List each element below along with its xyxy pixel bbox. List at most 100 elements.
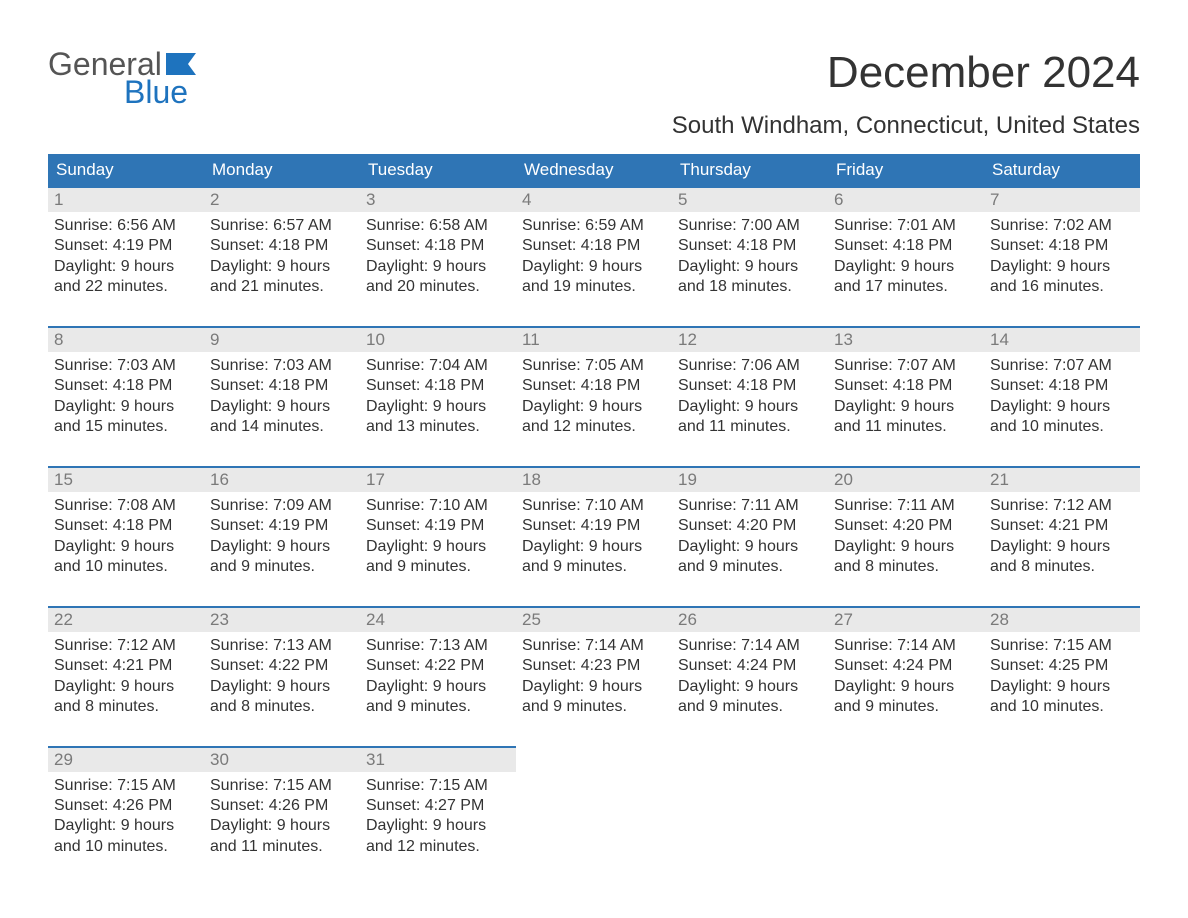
day-detail: Sunrise: 6:56 AMSunset: 4:19 PMDaylight:… (48, 212, 204, 304)
sunrise-text: Sunrise: 6:57 AM (210, 216, 354, 236)
day-detail: Sunrise: 7:15 AMSunset: 4:26 PMDaylight:… (48, 772, 204, 864)
day-number: 21 (984, 468, 1140, 492)
day-detail: Sunrise: 7:14 AMSunset: 4:23 PMDaylight:… (516, 632, 672, 724)
sunset-text: Sunset: 4:21 PM (54, 656, 198, 676)
day-number: 29 (48, 748, 204, 772)
day-number: 10 (360, 328, 516, 352)
sunrise-text: Sunrise: 7:15 AM (54, 776, 198, 796)
calendar-cell: 2Sunrise: 6:57 AMSunset: 4:18 PMDaylight… (204, 186, 360, 304)
daylight-line-1: Daylight: 9 hours (678, 677, 822, 697)
sunrise-text: Sunrise: 7:00 AM (678, 216, 822, 236)
day-number: 19 (672, 468, 828, 492)
day-detail: Sunrise: 7:07 AMSunset: 4:18 PMDaylight:… (984, 352, 1140, 444)
calendar-week-row: 29Sunrise: 7:15 AMSunset: 4:26 PMDayligh… (48, 746, 1140, 864)
daylight-line-2: and 13 minutes. (366, 417, 510, 437)
daylight-line-1: Daylight: 9 hours (834, 257, 978, 277)
sunset-text: Sunset: 4:18 PM (990, 236, 1134, 256)
day-detail: Sunrise: 7:12 AMSunset: 4:21 PMDaylight:… (48, 632, 204, 724)
daylight-line-2: and 9 minutes. (522, 557, 666, 577)
daylight-line-1: Daylight: 9 hours (210, 816, 354, 836)
daylight-line-1: Daylight: 9 hours (54, 257, 198, 277)
sunset-text: Sunset: 4:18 PM (54, 516, 198, 536)
day-number: 31 (360, 748, 516, 772)
col-saturday: Saturday (984, 154, 1140, 186)
daylight-line-1: Daylight: 9 hours (522, 257, 666, 277)
sunset-text: Sunset: 4:24 PM (678, 656, 822, 676)
day-number: 4 (516, 188, 672, 212)
col-thursday: Thursday (672, 154, 828, 186)
daylight-line-2: and 10 minutes. (990, 417, 1134, 437)
daylight-line-2: and 9 minutes. (678, 697, 822, 717)
sunset-text: Sunset: 4:18 PM (210, 376, 354, 396)
day-number: 6 (828, 188, 984, 212)
sunset-text: Sunset: 4:24 PM (834, 656, 978, 676)
daylight-line-1: Daylight: 9 hours (210, 257, 354, 277)
day-detail: Sunrise: 6:57 AMSunset: 4:18 PMDaylight:… (204, 212, 360, 304)
sunrise-text: Sunrise: 7:12 AM (54, 636, 198, 656)
daylight-line-1: Daylight: 9 hours (54, 397, 198, 417)
day-number: 17 (360, 468, 516, 492)
calendar-cell: 24Sunrise: 7:13 AMSunset: 4:22 PMDayligh… (360, 606, 516, 724)
col-friday: Friday (828, 154, 984, 186)
sunrise-text: Sunrise: 7:15 AM (366, 776, 510, 796)
sunset-text: Sunset: 4:18 PM (522, 376, 666, 396)
day-number: 23 (204, 608, 360, 632)
daylight-line-1: Daylight: 9 hours (522, 677, 666, 697)
calendar-cell: 31Sunrise: 7:15 AMSunset: 4:27 PMDayligh… (360, 746, 516, 864)
day-number: 9 (204, 328, 360, 352)
calendar-cell: 4Sunrise: 6:59 AMSunset: 4:18 PMDaylight… (516, 186, 672, 304)
sunrise-text: Sunrise: 7:11 AM (678, 496, 822, 516)
col-tuesday: Tuesday (360, 154, 516, 186)
daylight-line-2: and 9 minutes. (210, 557, 354, 577)
day-detail: Sunrise: 7:14 AMSunset: 4:24 PMDaylight:… (672, 632, 828, 724)
sunset-text: Sunset: 4:18 PM (678, 376, 822, 396)
daylight-line-1: Daylight: 9 hours (990, 677, 1134, 697)
sunrise-text: Sunrise: 7:03 AM (210, 356, 354, 376)
daylight-line-2: and 16 minutes. (990, 277, 1134, 297)
sunrise-text: Sunrise: 7:09 AM (210, 496, 354, 516)
day-number: 7 (984, 188, 1140, 212)
sunrise-text: Sunrise: 7:11 AM (834, 496, 978, 516)
calendar-header-row: Sunday Monday Tuesday Wednesday Thursday… (48, 154, 1140, 186)
daylight-line-2: and 20 minutes. (366, 277, 510, 297)
day-detail: Sunrise: 7:13 AMSunset: 4:22 PMDaylight:… (204, 632, 360, 724)
sunset-text: Sunset: 4:20 PM (678, 516, 822, 536)
sunset-text: Sunset: 4:18 PM (522, 236, 666, 256)
daylight-line-1: Daylight: 9 hours (678, 537, 822, 557)
daylight-line-1: Daylight: 9 hours (54, 816, 198, 836)
daylight-line-2: and 14 minutes. (210, 417, 354, 437)
daylight-line-2: and 11 minutes. (210, 837, 354, 857)
sunrise-text: Sunrise: 7:07 AM (990, 356, 1134, 376)
day-number: 2 (204, 188, 360, 212)
day-detail: Sunrise: 7:12 AMSunset: 4:21 PMDaylight:… (984, 492, 1140, 584)
daylight-line-1: Daylight: 9 hours (990, 397, 1134, 417)
sunset-text: Sunset: 4:19 PM (522, 516, 666, 536)
calendar-cell: 23Sunrise: 7:13 AMSunset: 4:22 PMDayligh… (204, 606, 360, 724)
day-detail: Sunrise: 7:00 AMSunset: 4:18 PMDaylight:… (672, 212, 828, 304)
sunset-text: Sunset: 4:18 PM (366, 376, 510, 396)
sunset-text: Sunset: 4:18 PM (834, 236, 978, 256)
daylight-line-1: Daylight: 9 hours (366, 397, 510, 417)
calendar-cell (984, 746, 1140, 864)
daylight-line-1: Daylight: 9 hours (366, 677, 510, 697)
daylight-line-2: and 17 minutes. (834, 277, 978, 297)
day-detail: Sunrise: 7:03 AMSunset: 4:18 PMDaylight:… (48, 352, 204, 444)
daylight-line-2: and 9 minutes. (678, 557, 822, 577)
day-number: 24 (360, 608, 516, 632)
calendar-week-row: 22Sunrise: 7:12 AMSunset: 4:21 PMDayligh… (48, 606, 1140, 724)
calendar-cell (672, 746, 828, 864)
day-detail: Sunrise: 7:15 AMSunset: 4:27 PMDaylight:… (360, 772, 516, 864)
daylight-line-2: and 8 minutes. (834, 557, 978, 577)
calendar-cell: 18Sunrise: 7:10 AMSunset: 4:19 PMDayligh… (516, 466, 672, 584)
daylight-line-2: and 10 minutes. (54, 557, 198, 577)
sunset-text: Sunset: 4:21 PM (990, 516, 1134, 536)
week-separator (48, 444, 1140, 466)
sunset-text: Sunset: 4:18 PM (210, 236, 354, 256)
calendar-cell: 17Sunrise: 7:10 AMSunset: 4:19 PMDayligh… (360, 466, 516, 584)
sunrise-text: Sunrise: 7:15 AM (210, 776, 354, 796)
calendar-cell: 5Sunrise: 7:00 AMSunset: 4:18 PMDaylight… (672, 186, 828, 304)
calendar-cell (828, 746, 984, 864)
daylight-line-1: Daylight: 9 hours (366, 537, 510, 557)
sunset-text: Sunset: 4:19 PM (54, 236, 198, 256)
sunset-text: Sunset: 4:23 PM (522, 656, 666, 676)
